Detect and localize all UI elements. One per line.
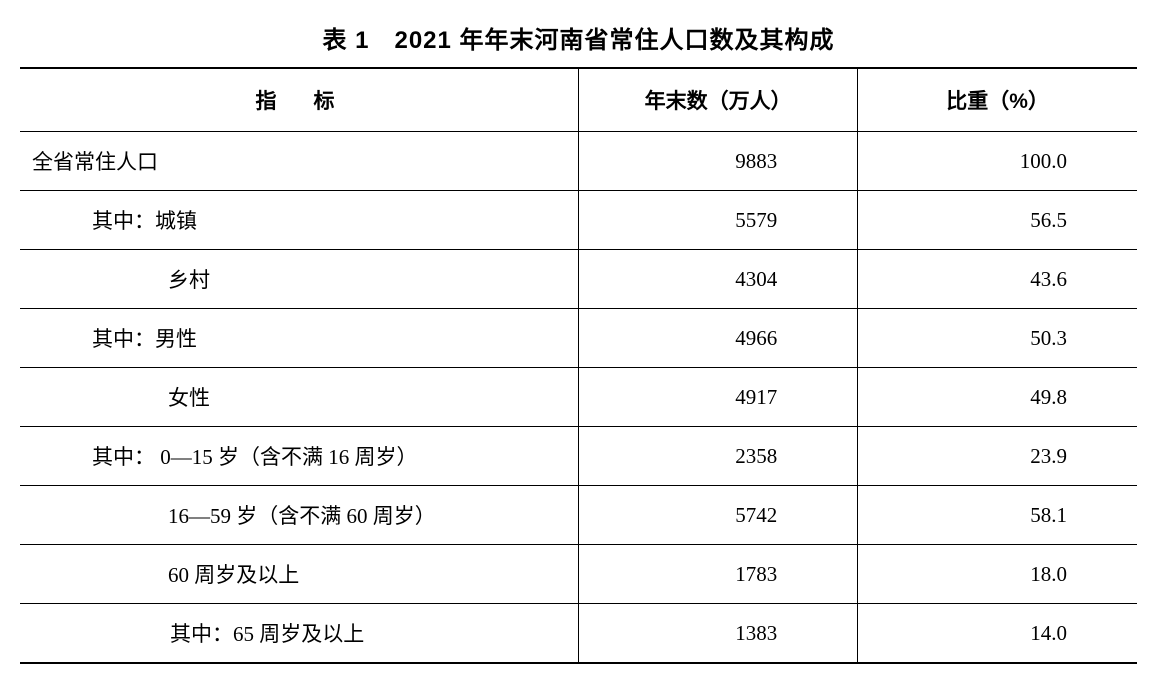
header-count: 年末数（万人）	[579, 68, 858, 132]
cell-percent: 49.8	[858, 368, 1137, 427]
table-body: 全省常住人口9883100.0其中：城镇557956.5乡村430443.6其中…	[20, 132, 1137, 664]
header-percent: 比重（%）	[858, 68, 1137, 132]
table-row: 其中：65 周岁及以上138314.0	[20, 604, 1137, 664]
table-header: 指 标 年末数（万人） 比重（%）	[20, 68, 1137, 132]
cell-indicator: 其中：城镇	[20, 191, 579, 250]
cell-count: 1783	[579, 545, 858, 604]
cell-indicator: 其中： 0—15 岁（含不满 16 周岁）	[20, 427, 579, 486]
cell-indicator: 女性	[20, 368, 579, 427]
header-row: 指 标 年末数（万人） 比重（%）	[20, 68, 1137, 132]
table-row: 女性491749.8	[20, 368, 1137, 427]
cell-indicator: 全省常住人口	[20, 132, 579, 191]
cell-count: 4304	[579, 250, 858, 309]
table-row: 其中： 0—15 岁（含不满 16 周岁）235823.9	[20, 427, 1137, 486]
cell-percent: 23.9	[858, 427, 1137, 486]
table-row: 60 周岁及以上178318.0	[20, 545, 1137, 604]
cell-count: 9883	[579, 132, 858, 191]
cell-percent: 14.0	[858, 604, 1137, 664]
cell-indicator: 乡村	[20, 250, 579, 309]
header-indicator: 指 标	[20, 68, 579, 132]
cell-percent: 50.3	[858, 309, 1137, 368]
cell-count: 5742	[579, 486, 858, 545]
cell-indicator: 其中：男性	[20, 309, 579, 368]
cell-count: 4966	[579, 309, 858, 368]
cell-indicator: 60 周岁及以上	[20, 545, 579, 604]
table-row: 其中：城镇557956.5	[20, 191, 1137, 250]
table-container: 表 1 2021 年年末河南省常住人口数及其构成 指 标 年末数（万人） 比重（…	[20, 20, 1137, 664]
table-title: 表 1 2021 年年末河南省常住人口数及其构成	[20, 20, 1137, 55]
table-row: 16—59 岁（含不满 60 周岁）574258.1	[20, 486, 1137, 545]
table-row: 其中：男性496650.3	[20, 309, 1137, 368]
cell-percent: 18.0	[858, 545, 1137, 604]
cell-indicator: 其中：65 周岁及以上	[20, 604, 579, 664]
cell-count: 1383	[579, 604, 858, 664]
population-table: 指 标 年末数（万人） 比重（%） 全省常住人口9883100.0其中：城镇55…	[20, 67, 1137, 664]
cell-count: 2358	[579, 427, 858, 486]
cell-percent: 100.0	[858, 132, 1137, 191]
table-row: 全省常住人口9883100.0	[20, 132, 1137, 191]
cell-count: 5579	[579, 191, 858, 250]
table-row: 乡村430443.6	[20, 250, 1137, 309]
cell-percent: 56.5	[858, 191, 1137, 250]
cell-indicator: 16—59 岁（含不满 60 周岁）	[20, 486, 579, 545]
cell-percent: 43.6	[858, 250, 1137, 309]
cell-percent: 58.1	[858, 486, 1137, 545]
cell-count: 4917	[579, 368, 858, 427]
